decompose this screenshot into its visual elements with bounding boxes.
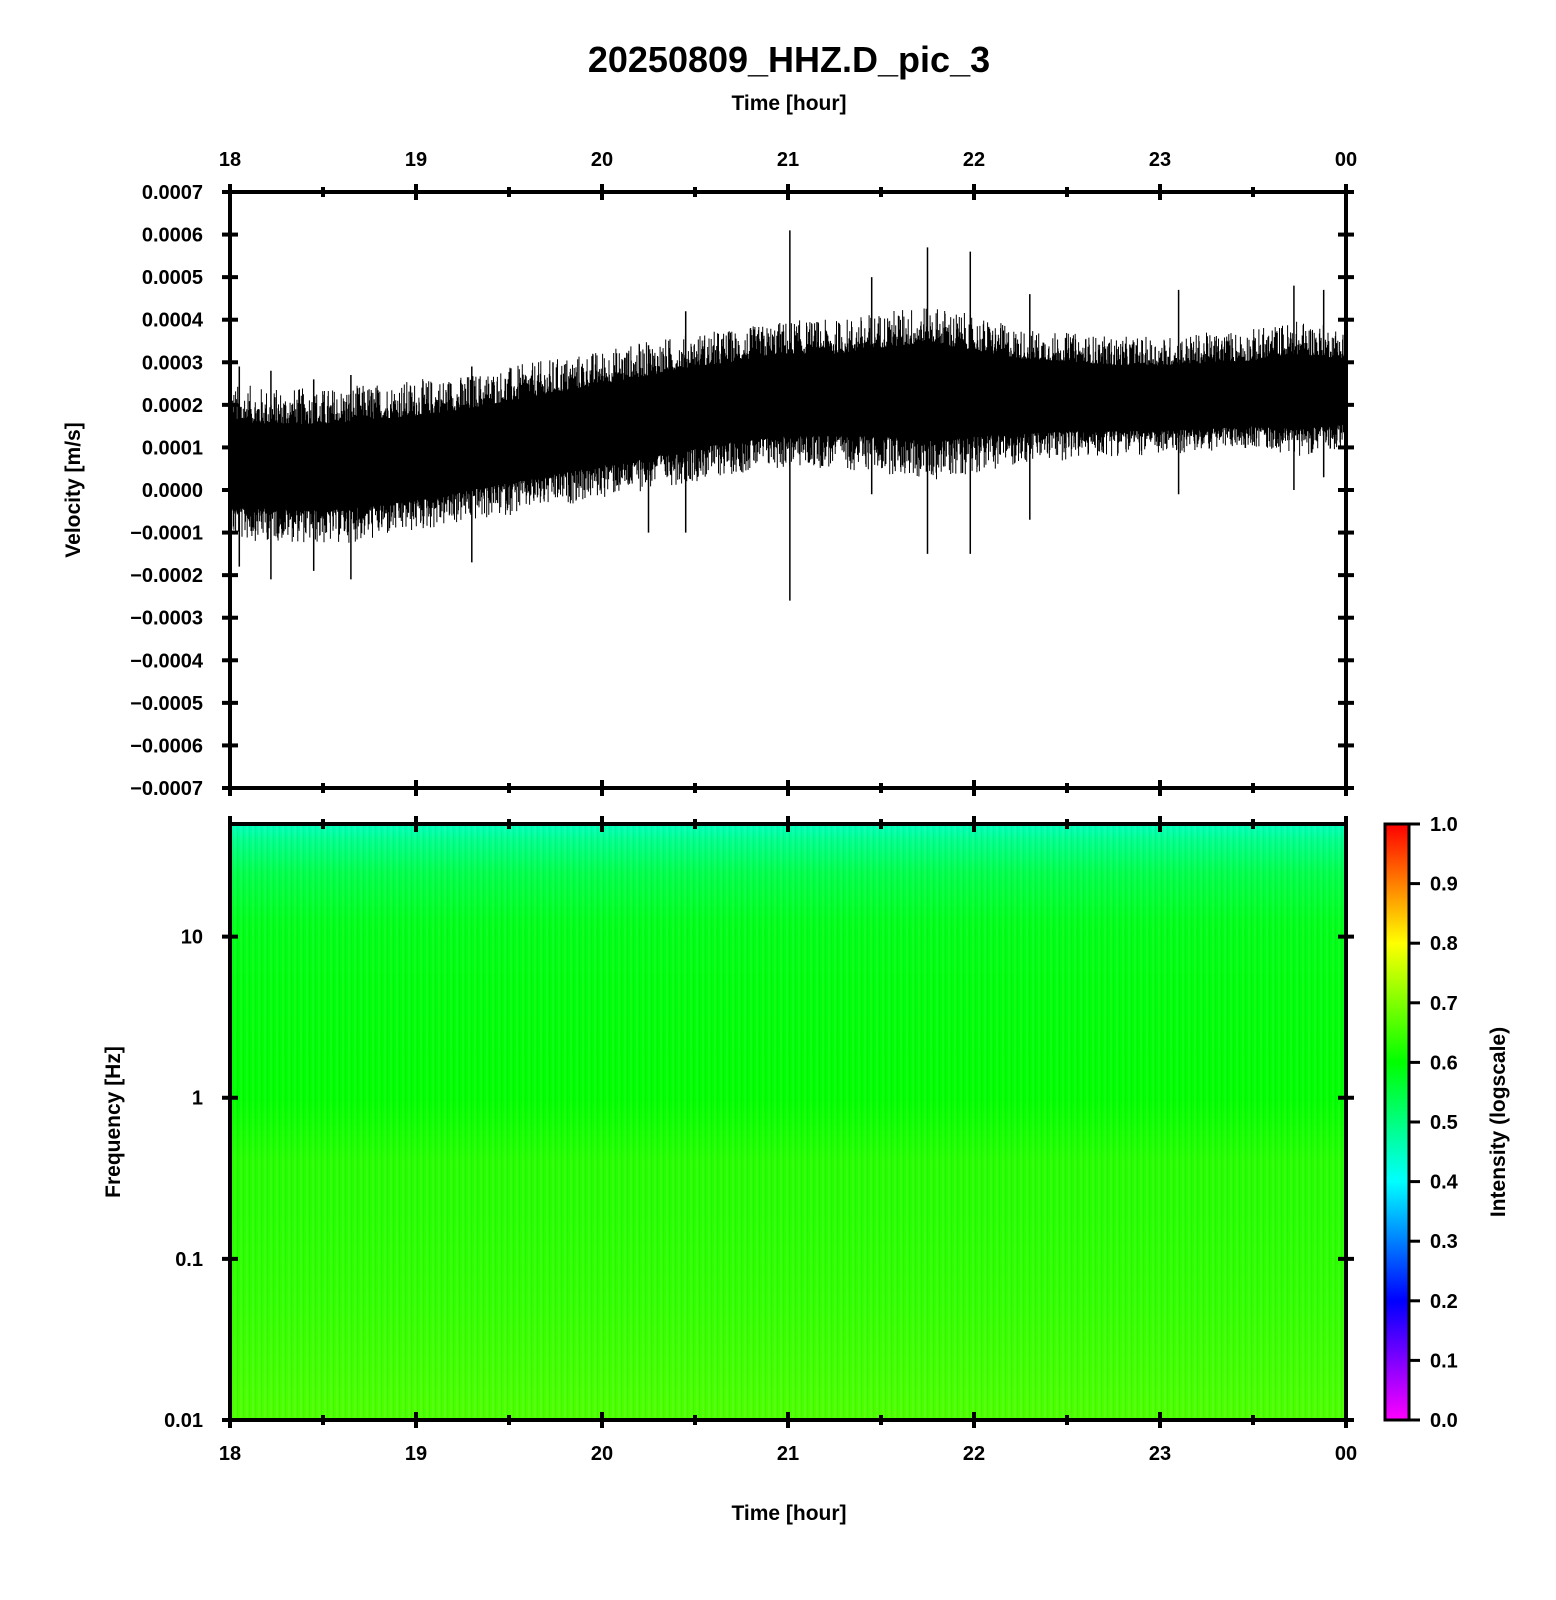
x-tick-label: 19: [405, 149, 427, 171]
colorbar-tick-label: 0.3: [1430, 1231, 1458, 1253]
y-tick-label: 0.0005: [142, 267, 203, 289]
y-tick-label: 0.0004: [142, 310, 204, 332]
x-tick-label: 20: [591, 1443, 613, 1465]
y-tick-label: −0.0006: [130, 735, 203, 757]
waveform-trace: [229, 303, 1347, 543]
colorbar-tick-label: 0.5: [1430, 1112, 1458, 1134]
y-tick-label: 0.01: [164, 1410, 203, 1432]
y-tick-label: 0.1: [175, 1249, 203, 1271]
y-tick-label: 0.0007: [142, 182, 203, 204]
x-tick-label: 18: [219, 149, 241, 171]
x-tick-label: 22: [963, 1443, 985, 1465]
spectrogram-x-axis: 18 19 20 21 22 23 00: [219, 816, 1357, 1465]
y-tick-label: −0.0004: [130, 650, 204, 672]
spectrogram-y-axis: 10 1 0.1 0.01: [164, 927, 1354, 1432]
colorbar-tick-label: 1.0: [1430, 814, 1458, 836]
colorbar-tick-label: 0.7: [1430, 993, 1458, 1015]
waveform-y-axis-title: Velocity [m/s]: [62, 422, 85, 557]
colorbar-tick-label: 0.2: [1430, 1291, 1458, 1313]
colorbar-tick-label: 0.4: [1430, 1172, 1459, 1194]
y-tick-label: −0.0002: [130, 565, 203, 587]
x-tick-label: 20: [591, 149, 613, 171]
y-tick-label: 0.0006: [142, 225, 203, 247]
y-tick-label: 0.0000: [142, 480, 203, 502]
waveform-y-axis: 0.0007 0.0006 0.0005 0.0004 0.0003 0.0002 0.00…: [130, 182, 1354, 800]
colorbar-title: Intensity (logscale): [1487, 1027, 1510, 1217]
spectrogram-y-axis-title: Frequency [Hz]: [102, 1046, 125, 1198]
y-tick-label: 0.0002: [142, 395, 203, 417]
x-tick-label: 00: [1335, 149, 1357, 171]
y-tick-label: −0.0003: [130, 608, 203, 630]
top-axis-label: Time [hour]: [731, 92, 846, 115]
colorbar-tick-label: 0.8: [1430, 933, 1458, 955]
spectrogram-x-axis-title: Time [hour]: [731, 1502, 846, 1525]
x-tick-label: 23: [1149, 149, 1171, 171]
x-tick-label: 23: [1149, 1443, 1171, 1465]
x-tick-label: 19: [405, 1443, 427, 1465]
x-tick-label: 00: [1335, 1443, 1357, 1465]
colorbar-tick-label: 0.1: [1430, 1350, 1458, 1372]
colorbar-gradient: [1383, 822, 1411, 1422]
y-tick-label: −0.0005: [130, 693, 203, 715]
chart-title: 20250809_HHZ.D_pic_3: [588, 39, 990, 80]
colorbar-axis: 1.0 0.9 0.8 0.7 0.6 0.5 0.4 0.3 0.2 0.1 0.0: [1409, 814, 1459, 1432]
spectrogram-texture: [230, 824, 1346, 1420]
waveform-panel: 18 19 20 21 22 23 00 0.00070.00060.00050.00040…: [62, 149, 1357, 800]
x-tick-label: 21: [777, 1443, 799, 1465]
y-tick-label: 0.0003: [142, 352, 203, 374]
y-tick-label: 10: [181, 927, 203, 949]
y-tick-label: −0.0001: [130, 523, 203, 545]
x-tick-label: 21: [777, 149, 799, 171]
x-tick-label: 22: [963, 149, 985, 171]
colorbar-tick-label: 0.6: [1430, 1052, 1458, 1074]
y-tick-label: 0.0001: [142, 437, 203, 459]
spectrogram-panel: 18 19 20 21 22 23 00 10 1 0.1 0.01 Time [hour] Fr…: [102, 816, 1357, 1525]
colorbar-tick-label: 0.0: [1430, 1410, 1458, 1432]
colorbar-tick-label: 0.9: [1430, 874, 1458, 896]
waveform-x-axis: 18 19 20 21 22 23 00: [219, 149, 1357, 796]
waveform-core: [230, 342, 1346, 511]
y-tick-label: 1: [192, 1088, 203, 1110]
x-tick-label: 18: [219, 1443, 241, 1465]
colorbar: 1.0 0.9 0.8 0.7 0.6 0.5 0.4 0.3 0.2 0.1 0.0 Intens…: [1383, 814, 1510, 1432]
y-tick-label: −0.0007: [130, 778, 203, 800]
waveform-spikes: [238, 230, 1325, 601]
